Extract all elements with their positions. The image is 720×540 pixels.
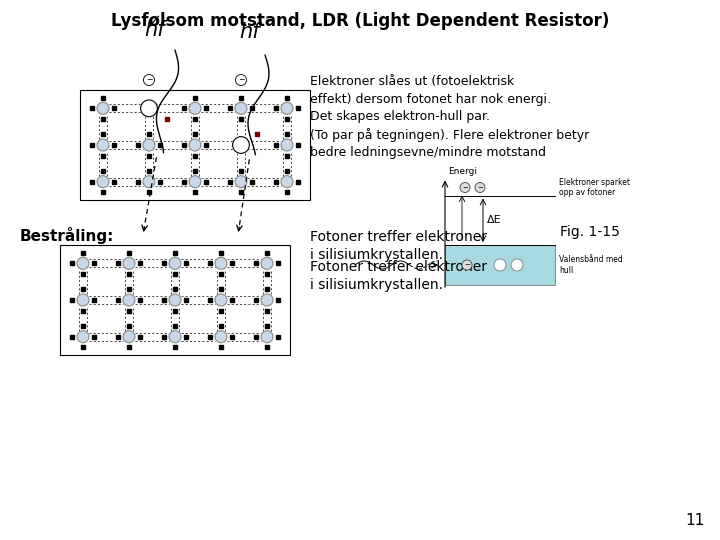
Circle shape bbox=[97, 176, 109, 187]
Circle shape bbox=[215, 258, 227, 269]
Circle shape bbox=[462, 260, 472, 270]
Circle shape bbox=[281, 176, 293, 187]
Circle shape bbox=[215, 330, 227, 343]
Text: −: − bbox=[462, 185, 468, 191]
Circle shape bbox=[169, 258, 181, 269]
Circle shape bbox=[143, 139, 155, 151]
Circle shape bbox=[511, 259, 523, 271]
Circle shape bbox=[235, 103, 247, 114]
Circle shape bbox=[281, 103, 293, 114]
Text: −: − bbox=[146, 76, 152, 84]
Bar bbox=[445, 245, 555, 285]
Circle shape bbox=[123, 258, 135, 269]
Circle shape bbox=[140, 100, 158, 117]
Circle shape bbox=[123, 330, 135, 343]
Circle shape bbox=[261, 258, 273, 269]
Text: Fotoner treffer elektroner
i silisiumkrystallen.: Fotoner treffer elektroner i silisiumkry… bbox=[310, 260, 487, 292]
Bar bbox=[60, 245, 290, 355]
Circle shape bbox=[169, 330, 181, 343]
Text: −: − bbox=[238, 76, 244, 84]
Text: −: − bbox=[464, 262, 470, 268]
Bar bbox=[80, 90, 310, 200]
Circle shape bbox=[189, 103, 201, 114]
Circle shape bbox=[215, 294, 227, 306]
Circle shape bbox=[261, 330, 273, 343]
Text: hf: hf bbox=[145, 20, 166, 40]
Circle shape bbox=[143, 75, 155, 85]
Circle shape bbox=[77, 294, 89, 306]
Circle shape bbox=[97, 139, 109, 151]
Text: Bestråling:: Bestråling: bbox=[20, 226, 114, 244]
Text: Fotoner treffer elektroner
i silisiumkrystallen.: Fotoner treffer elektroner i silisiumkry… bbox=[310, 230, 487, 262]
Circle shape bbox=[261, 294, 273, 306]
Circle shape bbox=[235, 176, 247, 187]
Circle shape bbox=[189, 139, 201, 151]
Circle shape bbox=[233, 137, 249, 153]
Circle shape bbox=[460, 183, 470, 192]
Circle shape bbox=[143, 176, 155, 187]
Circle shape bbox=[475, 183, 485, 192]
Text: Valensbånd med
hull: Valensbånd med hull bbox=[559, 255, 623, 275]
Circle shape bbox=[281, 139, 293, 151]
Text: Elektroner sparket
opp av fotoner: Elektroner sparket opp av fotoner bbox=[559, 178, 630, 197]
Text: Elektroner slåes ut (fotoelektrisk
effekt) dersom fotonet har nok energi.
Det sk: Elektroner slåes ut (fotoelektrisk effek… bbox=[310, 75, 589, 159]
Text: 11: 11 bbox=[685, 513, 705, 528]
Circle shape bbox=[494, 259, 506, 271]
Circle shape bbox=[189, 176, 201, 187]
Circle shape bbox=[77, 258, 89, 269]
Text: hf: hf bbox=[240, 22, 261, 42]
Circle shape bbox=[123, 294, 135, 306]
Text: Energi: Energi bbox=[448, 166, 477, 176]
Circle shape bbox=[235, 75, 246, 85]
Circle shape bbox=[97, 103, 109, 114]
Circle shape bbox=[77, 330, 89, 343]
Text: Fig. 1-15: Fig. 1-15 bbox=[560, 225, 620, 239]
Text: ΔE: ΔE bbox=[487, 215, 502, 225]
Text: Lysfølsom motstand, LDR (Light Dependent Resistor): Lysfølsom motstand, LDR (Light Dependent… bbox=[111, 12, 609, 30]
Text: −: − bbox=[477, 185, 483, 191]
Circle shape bbox=[169, 294, 181, 306]
